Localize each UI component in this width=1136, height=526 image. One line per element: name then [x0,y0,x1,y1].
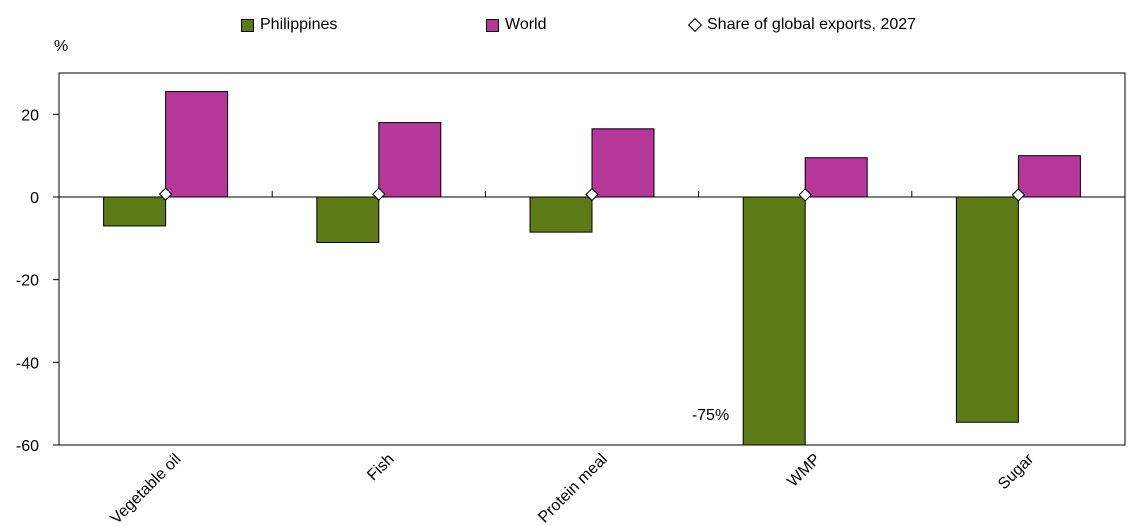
bar-world [1017,155,1081,198]
bar-philippines [742,196,806,446]
y-tick-label: 0 [30,190,39,207]
x-category-label: Fish [364,451,397,484]
bar-philippines [316,196,380,243]
legend-label-share: Share of global exports, 2027 [707,16,917,33]
x-category-label: Vegetable oil [108,451,185,526]
share-marker [158,187,173,201]
bar-philippines [103,196,167,227]
bar-world [165,91,229,198]
share-marker [798,188,812,202]
y-tick-label: -20 [16,273,39,290]
y-tick-label: -60 [16,438,39,455]
x-category-label: Protein meal [535,451,611,526]
y-tick-label: 20 [21,107,39,124]
legend-label-philippines: Philippines [260,16,338,33]
y-tick-label: -40 [16,355,39,372]
y-axis-unit-label: % [54,38,69,55]
annotation-label: -75% [692,407,729,424]
legend-label-world: World [505,16,547,33]
plot-area-frame [58,72,1126,446]
legend-item-philippines: Philippines [241,14,337,36]
x-category-label: WMP [784,451,824,491]
bar-philippines [529,196,593,233]
share-marker [372,187,386,201]
bar-philippines [955,196,1019,423]
legend-item-share: Share of global exports, 2027 [687,14,917,36]
legend-item-world: World [486,14,547,36]
share-marker [585,187,599,202]
legend-swatch-philippines [241,18,254,32]
bar-world [591,128,655,198]
bar-world [804,157,868,198]
bar-world [378,122,442,198]
share-marker [1011,188,1026,202]
legend-swatch-world [486,18,499,32]
x-category-label: Sugar [995,450,1038,493]
